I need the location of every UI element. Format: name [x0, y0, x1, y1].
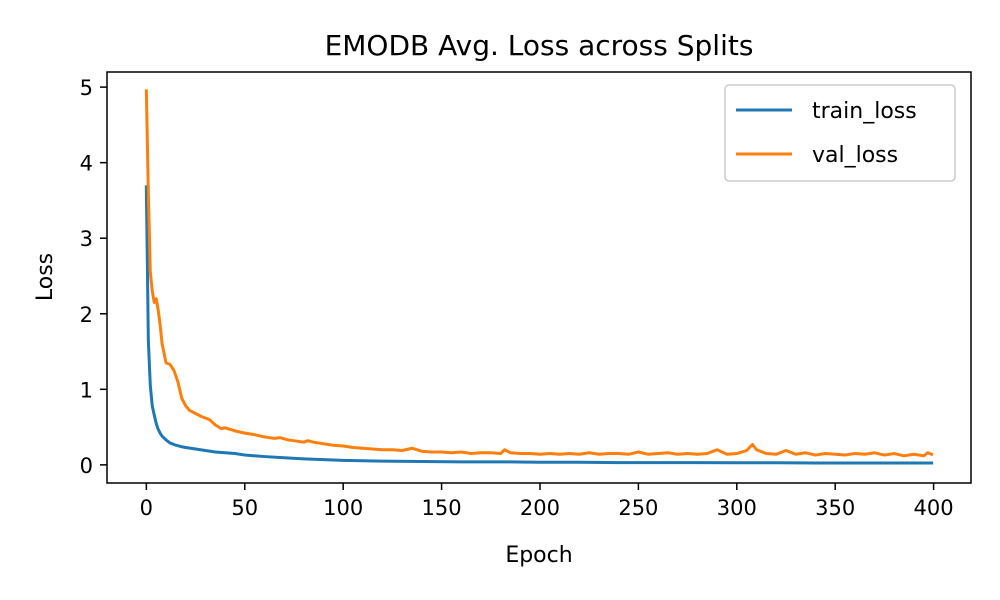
y-tick-label: 3 [80, 227, 93, 251]
x-tick-label: 350 [815, 496, 855, 520]
y-tick-label: 1 [80, 378, 93, 402]
x-axis-label: Epoch [505, 543, 572, 568]
legend: train_loss val_loss [724, 84, 956, 182]
x-tick-label: 0 [140, 496, 153, 520]
x-tick-label: 250 [618, 496, 658, 520]
x-tick-label: 100 [323, 496, 363, 520]
x-tick-label: 400 [914, 496, 954, 520]
y-tick-label: 0 [80, 454, 93, 478]
x-tick-label: 150 [422, 496, 462, 520]
plot-frame [106, 71, 972, 484]
y-tick-label: 5 [80, 76, 93, 100]
x-tick-label: 300 [717, 496, 757, 520]
x-axis-ticks: 0 50 100 150 200 250 300 350 400 [140, 483, 954, 520]
legend-label-train-loss: train_loss [812, 99, 917, 124]
legend-label-val-loss: val_loss [812, 143, 898, 168]
y-axis-label: Loss [33, 253, 58, 301]
x-tick-label: 50 [231, 496, 258, 520]
y-tick-label: 2 [80, 303, 93, 327]
series-line-val-loss [144, 89, 934, 458]
chart-title: EMODB Avg. Loss across Splits [325, 29, 754, 62]
series-layer [144, 89, 934, 465]
x-tick-label: 200 [520, 496, 560, 520]
series-line-train-loss [144, 185, 934, 465]
y-axis-ticks: 0 1 2 3 4 5 [80, 76, 107, 478]
y-tick-label: 4 [80, 152, 93, 176]
